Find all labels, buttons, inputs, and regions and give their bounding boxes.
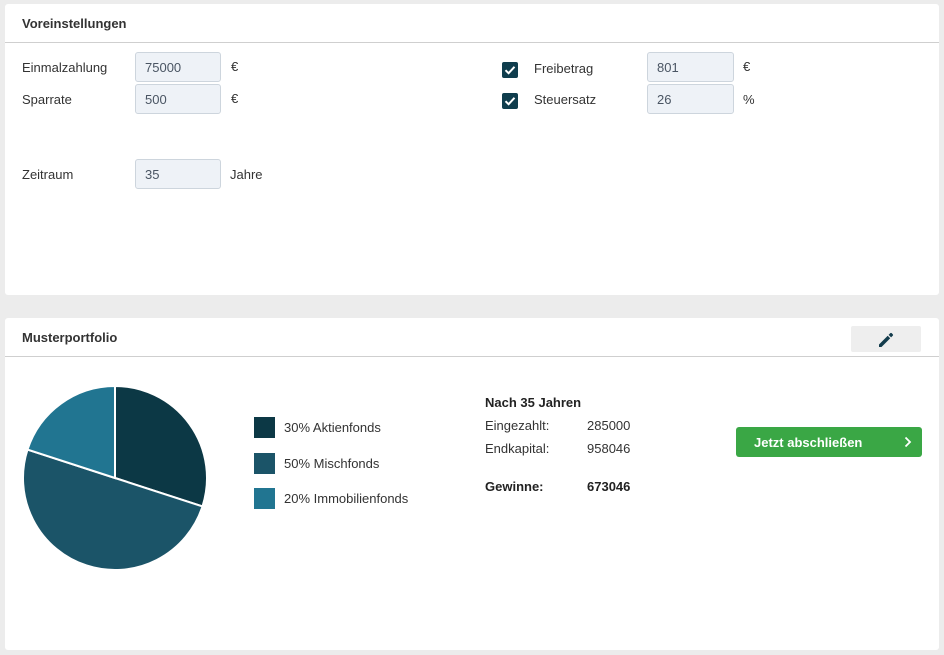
einmalzahlung-input[interactable] [135, 52, 221, 82]
gewinne-label: Gewinne: [485, 479, 544, 494]
sparrate-unit: € [231, 91, 239, 106]
pie-slice-mischfonds [22, 448, 204, 571]
chevron-right-icon [904, 436, 912, 448]
steuersatz-label: Steuersatz [534, 92, 597, 107]
legend-label: 20% Immobilienfonds [284, 491, 409, 506]
freibetrag-label: Freibetrag [534, 61, 594, 76]
legend-label: 50% Mischfonds [284, 456, 380, 471]
pie-slice-immobilienfonds [26, 384, 116, 480]
gewinne-value: 673046 [587, 479, 631, 494]
sparrate-input[interactable] [135, 84, 221, 114]
freibetrag-checkbox[interactable] [502, 62, 518, 78]
eingezahlt-label: Eingezahlt: [485, 418, 550, 433]
eingezahlt-value: 285000 [587, 418, 631, 433]
endkapital-label: Endkapital: [485, 441, 550, 456]
pencil-icon [879, 332, 894, 347]
freibetrag-input[interactable] [647, 52, 734, 82]
sparrate-label: Sparrate [22, 92, 72, 107]
legend-swatch [254, 453, 275, 474]
zeitraum-input[interactable] [135, 159, 221, 189]
legend-swatch [254, 488, 275, 509]
settings-title: Voreinstellungen [22, 16, 127, 31]
portfolio-pie-chart [22, 384, 208, 571]
settings-header: Voreinstellungen [5, 4, 939, 43]
checkmark-icon [504, 97, 516, 106]
legend-swatch [254, 417, 275, 438]
portfolio-title: Musterportfolio [22, 330, 118, 345]
einmalzahlung-unit: € [231, 59, 239, 74]
steuersatz-checkbox[interactable] [502, 93, 518, 109]
settings-panel: Voreinstellungen Einmalzahlung € Sparrat… [5, 4, 939, 295]
steuersatz-unit: % [743, 92, 755, 107]
freibetrag-unit: € [743, 59, 751, 74]
legend-label: 30% Aktienfonds [284, 420, 381, 435]
portfolio-panel: Musterportfolio 30% Aktienfonds 50% Misc… [5, 318, 939, 650]
summary-title: Nach 35 Jahren [485, 395, 582, 410]
portfolio-header: Musterportfolio [5, 318, 939, 357]
checkmark-icon [504, 66, 516, 75]
cta-label: Jetzt abschließen [754, 435, 863, 450]
edit-portfolio-button[interactable] [851, 326, 921, 352]
pie-slice-aktienfonds [114, 384, 208, 508]
zeitraum-label: Zeitraum [22, 167, 74, 182]
steuersatz-input[interactable] [647, 84, 734, 114]
zeitraum-unit: Jahre [230, 167, 263, 182]
endkapital-value: 958046 [587, 441, 631, 456]
jetzt-abschliessen-button[interactable]: Jetzt abschließen [736, 427, 922, 457]
einmalzahlung-label: Einmalzahlung [22, 60, 108, 75]
